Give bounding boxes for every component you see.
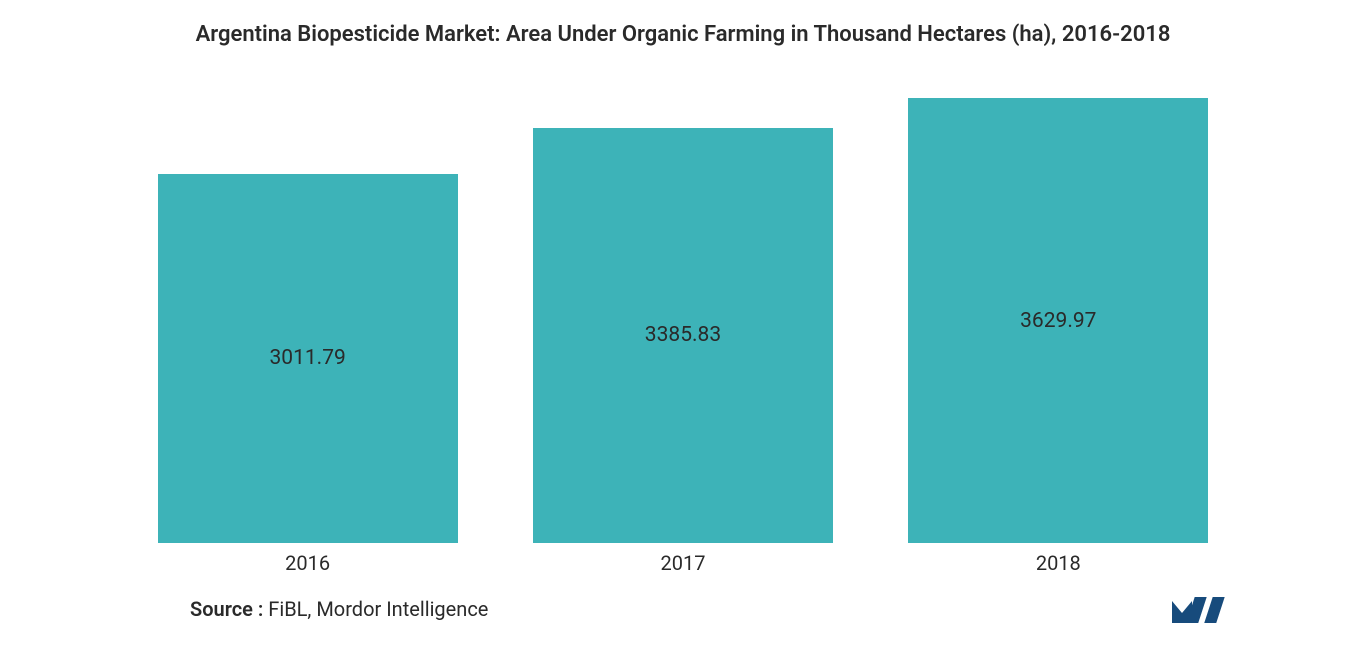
source-label: Source : xyxy=(190,597,268,621)
source-text: Source : FiBL, Mordor Intelligence xyxy=(190,597,488,621)
plot-area: 3011.79 3385.83 3629.97 xyxy=(60,61,1306,543)
bar-value-label-0: 3011.79 xyxy=(269,346,345,370)
bar-2: 3629.97 xyxy=(908,98,1208,543)
bar-1: 3385.83 xyxy=(533,128,833,543)
x-axis-labels: 2016 2017 2018 xyxy=(60,551,1306,575)
x-label-1: 2017 xyxy=(533,551,833,575)
x-label-2: 2018 xyxy=(908,551,1208,575)
bar-group-2: 3629.97 xyxy=(908,98,1208,543)
chart-title: Argentina Biopesticide Market: Area Unde… xyxy=(60,20,1306,51)
logo-svg xyxy=(1170,593,1226,625)
chart-footer: Source : FiBL, Mordor Intelligence xyxy=(60,593,1306,625)
source-value: FiBL, Mordor Intelligence xyxy=(268,597,488,621)
bar-0: 3011.79 xyxy=(158,174,458,543)
bar-value-label-1: 3385.83 xyxy=(645,323,721,347)
chart-container: Argentina Biopesticide Market: Area Unde… xyxy=(0,0,1366,655)
mordor-logo-icon xyxy=(1170,593,1226,625)
bar-value-label-2: 3629.97 xyxy=(1020,309,1096,333)
bar-group-1: 3385.83 xyxy=(533,128,833,543)
x-label-0: 2016 xyxy=(158,551,458,575)
bar-group-0: 3011.79 xyxy=(158,174,458,543)
